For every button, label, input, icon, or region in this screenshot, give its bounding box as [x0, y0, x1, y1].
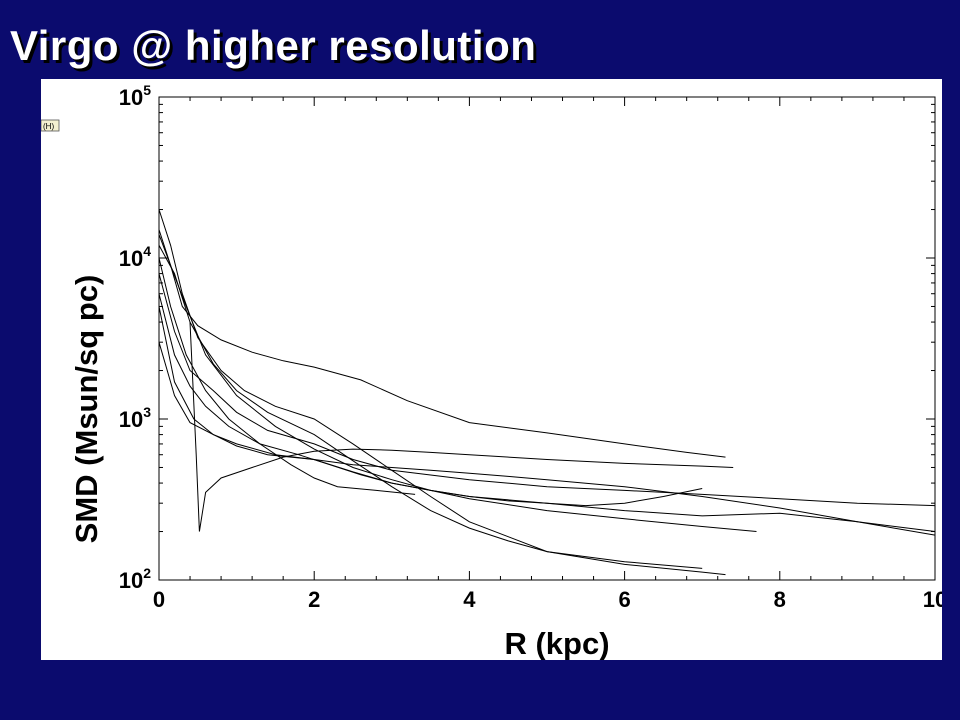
smd-profile-chart: (H) SMD (Msun/sq pc) R (kpc) 10210310410… — [41, 82, 942, 660]
y-tick-label: 105 — [119, 82, 151, 110]
corner-tag: (H) — [41, 119, 60, 132]
x-tick-label: 2 — [308, 587, 320, 612]
x-tick-labels: 0 2 4 6 8 10 — [153, 587, 942, 612]
y-axis-title: SMD (Msun/sq pc) — [69, 275, 104, 544]
y-axis-title-group: SMD (Msun/sq pc) — [69, 275, 104, 544]
y-tick-label: 103 — [119, 404, 151, 432]
x-tick-label: 4 — [463, 587, 476, 612]
axis-ticks — [158, 97, 936, 581]
profile-line-6 — [158, 209, 726, 576]
plot-panel: (H) SMD (Msun/sq pc) R (kpc) 102 103 104 10… — [41, 79, 942, 660]
x-tick-label: 10 — [923, 587, 942, 612]
profile-line-3 — [158, 306, 936, 536]
profile-line-9 — [158, 293, 936, 532]
profile-line-1 — [158, 229, 726, 458]
x-axis-title: R (kpc) — [504, 626, 609, 660]
x-tick-label: 6 — [618, 587, 630, 612]
plot-frame — [158, 96, 936, 581]
x-tick-label: 0 — [153, 587, 165, 612]
corner-tag-label: (H) — [43, 122, 54, 131]
profile-line-4 — [158, 342, 703, 507]
slide-title: Virgo @ higher resolution — [10, 22, 537, 69]
x-tick-label: 8 — [774, 587, 786, 612]
profile-line-5 — [189, 322, 734, 532]
profile-line-2 — [158, 273, 936, 507]
profile-line-10 — [158, 257, 416, 495]
profile-line-7 — [158, 245, 703, 569]
y-tick-labels: 102 103 104 105 — [119, 82, 151, 593]
y-tick-label: 102 — [119, 565, 151, 593]
profile-line-8 — [158, 234, 757, 532]
y-tick-label: 104 — [119, 243, 151, 271]
data-series — [158, 209, 936, 576]
